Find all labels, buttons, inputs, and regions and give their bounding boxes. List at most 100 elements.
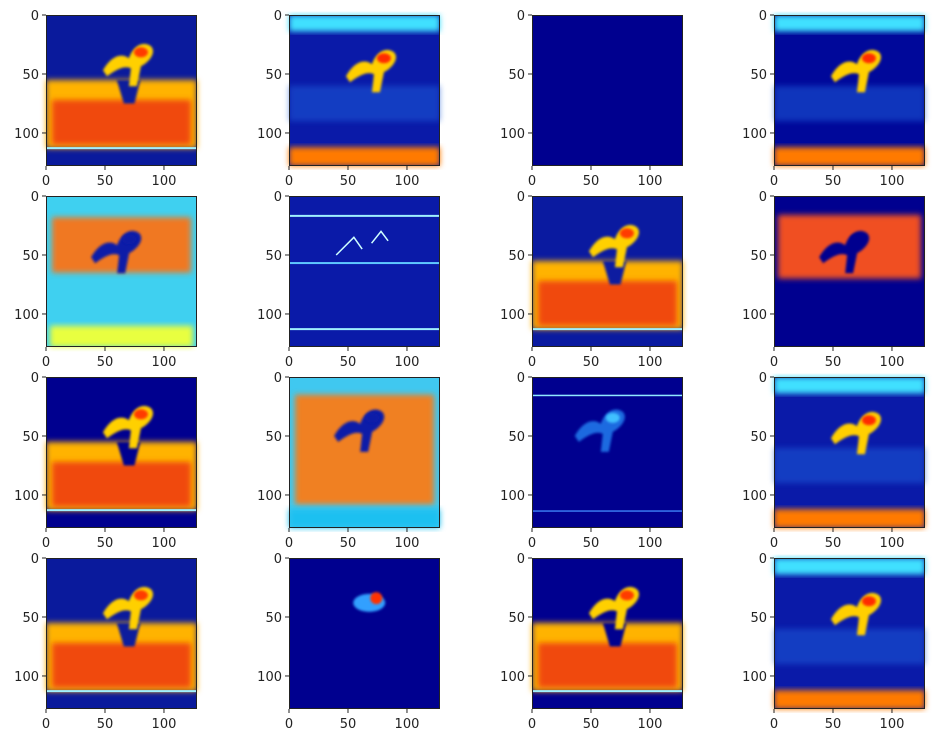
heatmap-panel-r1c4: 0 50 100 0 50 100 [742, 9, 925, 189]
y-tick-label: 50 [265, 430, 282, 445]
y-tick-label: 0 [759, 190, 767, 205]
y-tick-label: 0 [274, 9, 282, 24]
y-tick-label: 50 [22, 249, 39, 264]
y-tick-label: 100 [742, 308, 767, 323]
y-tick-label: 0 [31, 552, 39, 567]
x-tick-label: 0 [770, 536, 778, 551]
y-tick-label: 50 [750, 249, 767, 264]
heatmap-panel-r4c1: 0 50 100 0 50 100 [14, 552, 197, 732]
heatmap-image [289, 558, 440, 709]
y-tick-label: 100 [14, 308, 39, 323]
y-tick-label: 100 [257, 127, 282, 142]
y-tick-label: 100 [257, 489, 282, 504]
axes-frame [46, 558, 197, 709]
heatmap-panel-r1c3: 0 50 100 0 50 100 [500, 9, 683, 189]
axes-frame [774, 15, 925, 166]
axes-frame [46, 196, 197, 347]
x-tick-label: 100 [152, 355, 177, 370]
heatmap-image [532, 15, 683, 166]
x-tick-label: 50 [583, 536, 600, 551]
y-tick-label: 0 [517, 190, 525, 205]
y-tick-label: 0 [31, 9, 39, 24]
x-tick-label: 50 [97, 536, 114, 551]
heatmap-panel-r2c4: 0 50 100 0 50 100 [742, 190, 925, 370]
y-tick-label: 100 [500, 489, 525, 504]
x-tick-label: 0 [285, 717, 293, 732]
x-tick-label: 0 [528, 536, 536, 551]
x-tick-label: 50 [825, 536, 842, 551]
heatmap-panel-r4c3: 0 50 100 0 50 100 [500, 552, 683, 732]
x-tick-label: 0 [770, 717, 778, 732]
x-tick-label: 50 [583, 174, 600, 189]
axes-frame [532, 377, 683, 528]
x-tick-label: 50 [825, 174, 842, 189]
y-tick-label: 0 [517, 371, 525, 386]
axes-frame [289, 558, 440, 709]
x-tick-label: 0 [285, 174, 293, 189]
axes-frame [774, 377, 925, 528]
x-tick-label: 0 [528, 174, 536, 189]
x-tick-label: 50 [97, 174, 114, 189]
y-tick-label: 0 [274, 371, 282, 386]
y-tick-label: 100 [500, 127, 525, 142]
y-tick-label: 0 [31, 371, 39, 386]
x-tick-label: 100 [880, 717, 905, 732]
x-tick-label: 50 [97, 717, 114, 732]
axes-frame [289, 15, 440, 166]
x-tick-label: 0 [285, 536, 293, 551]
x-tick-label: 0 [285, 355, 293, 370]
x-tick-label: 50 [340, 536, 357, 551]
x-tick-label: 100 [638, 174, 663, 189]
heatmap-panel-r2c3: 0 50 100 0 50 100 [500, 190, 683, 370]
heatmap-panel-r1c1: 0 50 100 0 50 100 [14, 9, 197, 189]
x-tick-label: 50 [825, 717, 842, 732]
y-tick-label: 50 [508, 68, 525, 83]
x-tick-label: 0 [528, 355, 536, 370]
x-tick-label: 100 [638, 355, 663, 370]
x-tick-label: 0 [528, 717, 536, 732]
y-tick-label: 50 [750, 68, 767, 83]
y-tick-label: 100 [257, 670, 282, 685]
x-tick-label: 0 [42, 355, 50, 370]
x-tick-label: 100 [880, 355, 905, 370]
x-tick-label: 0 [42, 536, 50, 551]
y-tick-label: 0 [274, 552, 282, 567]
y-tick-label: 100 [500, 308, 525, 323]
x-tick-label: 50 [825, 355, 842, 370]
axes-frame [289, 377, 440, 528]
y-tick-label: 50 [265, 249, 282, 264]
y-tick-label: 100 [742, 489, 767, 504]
y-tick-label: 50 [750, 611, 767, 626]
x-tick-label: 100 [638, 717, 663, 732]
y-tick-label: 50 [750, 430, 767, 445]
axes-frame [532, 15, 683, 166]
x-tick-label: 50 [583, 355, 600, 370]
y-tick-label: 100 [500, 670, 525, 685]
x-tick-label: 50 [340, 717, 357, 732]
x-tick-label: 100 [880, 536, 905, 551]
y-tick-label: 0 [31, 190, 39, 205]
x-tick-label: 0 [42, 174, 50, 189]
y-tick-label: 50 [265, 611, 282, 626]
heatmap-panel-r3c1: 0 50 100 0 50 100 [14, 371, 197, 551]
heatmap-image [289, 196, 440, 347]
x-tick-label: 100 [152, 717, 177, 732]
y-tick-label: 50 [508, 249, 525, 264]
y-tick-label: 0 [517, 9, 525, 24]
heatmap-panel-r4c4: 0 50 100 0 50 100 [742, 552, 925, 732]
x-tick-label: 100 [152, 174, 177, 189]
y-tick-label: 100 [742, 670, 767, 685]
axes-frame [46, 15, 197, 166]
y-tick-label: 50 [22, 611, 39, 626]
x-tick-label: 0 [770, 174, 778, 189]
heatmap-image [532, 377, 683, 528]
axes-frame [46, 377, 197, 528]
x-tick-label: 0 [770, 355, 778, 370]
heatmap-panel-r3c2: 0 50 100 0 50 100 [257, 371, 440, 551]
y-tick-label: 100 [14, 489, 39, 504]
heatmap-panel-r2c2: 0 50 100 0 50 100 [257, 190, 440, 370]
y-tick-label: 50 [22, 430, 39, 445]
y-tick-label: 0 [759, 552, 767, 567]
heatmap-panel-r1c2: 0 50 100 0 50 100 [257, 9, 440, 189]
